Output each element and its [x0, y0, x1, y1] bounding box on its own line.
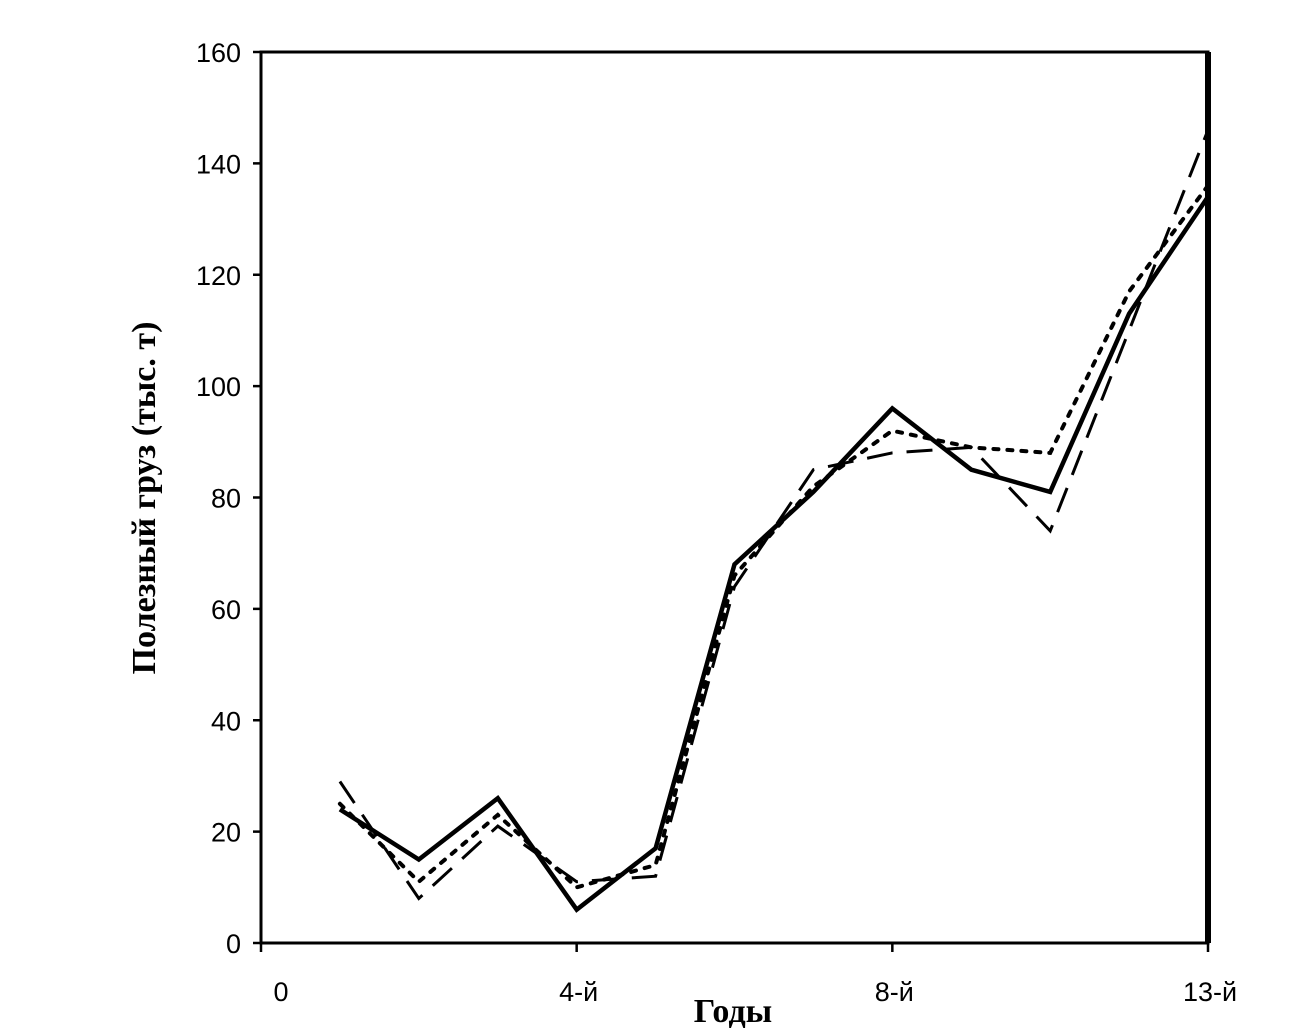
y-tick-label: 140	[196, 149, 241, 179]
y-axis-title: Полезный груз (тыс. т)	[126, 322, 163, 675]
series-layer	[337, 129, 1210, 913]
x-tick-label: 4-й	[559, 977, 598, 1007]
x-axis-title: Годы	[694, 993, 772, 1030]
y-tick-label: 40	[211, 706, 241, 736]
y-tick-label: 100	[196, 372, 241, 402]
y-tick-label: 160	[196, 38, 241, 68]
y-tick-label: 20	[211, 818, 241, 848]
plot-area	[259, 50, 1211, 945]
plot-border	[259, 50, 1210, 945]
x-tick-label: 8-й	[875, 977, 914, 1007]
series-line-dotted	[337, 183, 1210, 890]
y-tick-label: 120	[196, 261, 241, 291]
tick-layer: 0 20 40 60 80 100 120 140 160 0 4-й 8-й 13-й	[196, 38, 1237, 1007]
x-tick-label: 13-й	[1183, 977, 1237, 1007]
series-line-solid	[338, 195, 1210, 913]
y-tick-label: 60	[211, 595, 241, 625]
y-tick-label: 80	[211, 484, 241, 514]
x-tick-label: 0	[273, 977, 288, 1007]
series-line-dashed	[338, 129, 1210, 901]
y-tick-label: 0	[226, 929, 241, 959]
